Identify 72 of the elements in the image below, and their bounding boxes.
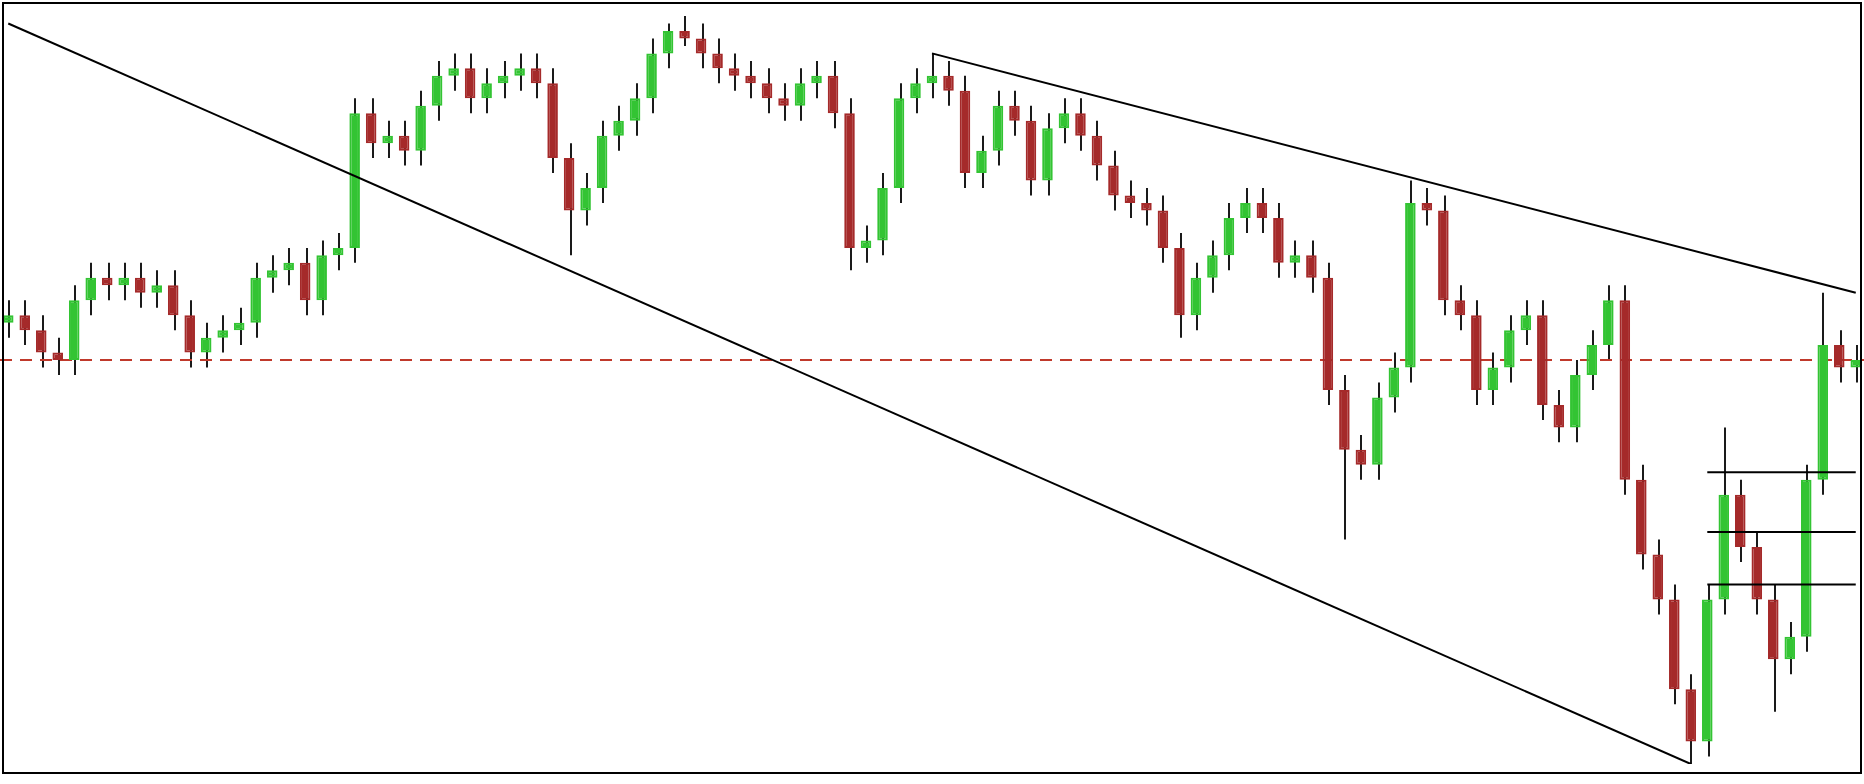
- candlestick: [85, 261, 96, 317]
- candlestick: [827, 59, 839, 130]
- candlestick: [398, 119, 410, 167]
- candlestick: [745, 59, 756, 100]
- candlestick: [167, 269, 179, 332]
- candlestick: [1520, 299, 1532, 347]
- candlestick: [1157, 194, 1169, 264]
- candlestick: [1075, 97, 1086, 152]
- candlestick: [712, 37, 723, 85]
- candlestick: [365, 97, 377, 160]
- candlestick: [464, 52, 476, 115]
- candlestick: [992, 89, 1004, 167]
- candlestick: [580, 172, 591, 227]
- candlestick: [1784, 620, 1796, 676]
- candlestick: [200, 321, 212, 369]
- candlestick: [448, 52, 459, 92]
- candlestick: [1207, 239, 1218, 294]
- candlestick: [101, 261, 113, 302]
- candlestick: [52, 336, 64, 377]
- candlestick: [629, 82, 641, 137]
- candlestick: [1586, 329, 1598, 391]
- candlestick: [382, 119, 393, 160]
- candlestick: [811, 59, 822, 100]
- candlestick: [283, 246, 294, 287]
- candlestick: [679, 15, 690, 47]
- candlestick: [1454, 284, 1466, 332]
- candlestick: [1009, 89, 1020, 137]
- candlestick: [1240, 187, 1251, 234]
- candlestick: [794, 67, 806, 122]
- candlestick: [1355, 433, 1367, 481]
- candlestick: [1833, 329, 1845, 384]
- candlestick: [266, 254, 278, 294]
- candlestick: [1603, 284, 1614, 362]
- candlestick: [646, 37, 657, 115]
- candlestick: [695, 22, 707, 70]
- candlestick: [778, 82, 789, 122]
- candlestick: [1652, 538, 1664, 616]
- candlestick: [1058, 97, 1070, 145]
- candlestick: [1141, 187, 1152, 227]
- candlestick: [217, 314, 228, 354]
- candlestick: [118, 261, 129, 302]
- candlestick: [860, 224, 872, 264]
- candlestick: [184, 299, 195, 369]
- candlestick: [530, 52, 542, 100]
- candlestick: [976, 134, 987, 190]
- candlestick: [1289, 239, 1301, 279]
- candlestick: [19, 299, 31, 347]
- candlestick: [761, 67, 773, 115]
- candlestick: [1273, 202, 1284, 279]
- candlestick: [151, 269, 162, 309]
- candlestick: [1108, 149, 1119, 212]
- candlestick: [1850, 344, 1862, 384]
- candlestick: [1190, 261, 1202, 332]
- candlestick: [250, 261, 261, 339]
- candlestick: [1256, 187, 1268, 234]
- candlestick: [1504, 314, 1515, 384]
- candlestick: [1223, 202, 1235, 272]
- candlestick: [35, 314, 47, 369]
- candlestick: [134, 261, 146, 309]
- candlestick: [728, 52, 740, 92]
- candlestick: [299, 246, 311, 317]
- candlestick: [1306, 239, 1317, 294]
- candlestick: [2, 299, 14, 339]
- candlestick: [910, 67, 921, 115]
- candlestick: [415, 89, 426, 167]
- candlestick: [514, 52, 525, 92]
- candlestick: [316, 239, 327, 317]
- candlestick: [943, 59, 954, 107]
- candlestick: [481, 67, 492, 115]
- candlestick: [1091, 119, 1103, 182]
- candlestick: [431, 59, 443, 122]
- candlestick: [613, 104, 624, 152]
